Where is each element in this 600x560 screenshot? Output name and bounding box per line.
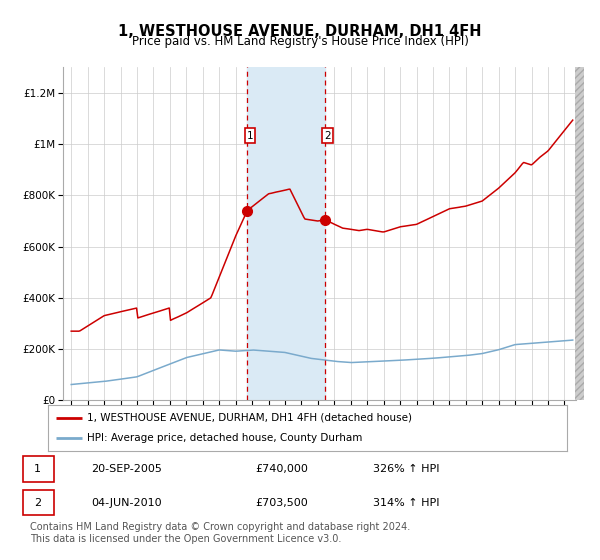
Text: £740,000: £740,000 [255, 464, 308, 474]
FancyBboxPatch shape [23, 489, 53, 515]
Text: 04-JUN-2010: 04-JUN-2010 [91, 497, 162, 507]
Text: 20-SEP-2005: 20-SEP-2005 [91, 464, 162, 474]
Text: £703,500: £703,500 [255, 497, 308, 507]
Bar [247, 67, 325, 400]
Text: 2: 2 [34, 497, 41, 507]
Text: 1, WESTHOUSE AVENUE, DURHAM, DH1 4FH: 1, WESTHOUSE AVENUE, DURHAM, DH1 4FH [118, 24, 482, 39]
Text: 1: 1 [247, 130, 253, 141]
Text: HPI: Average price, detached house, County Durham: HPI: Average price, detached house, Coun… [87, 433, 362, 443]
Text: Contains HM Land Registry data © Crown copyright and database right 2024.
This d: Contains HM Land Registry data © Crown c… [30, 522, 410, 544]
Text: 326% ↑ HPI: 326% ↑ HPI [373, 464, 440, 474]
Text: 314% ↑ HPI: 314% ↑ HPI [373, 497, 440, 507]
Text: 1, WESTHOUSE AVENUE, DURHAM, DH1 4FH (detached house): 1, WESTHOUSE AVENUE, DURHAM, DH1 4FH (de… [87, 413, 412, 423]
Text: Price paid vs. HM Land Registry's House Price Index (HPI): Price paid vs. HM Land Registry's House … [131, 35, 469, 48]
Text: 2: 2 [324, 130, 331, 141]
FancyBboxPatch shape [23, 456, 53, 482]
Text: 1: 1 [34, 464, 41, 474]
